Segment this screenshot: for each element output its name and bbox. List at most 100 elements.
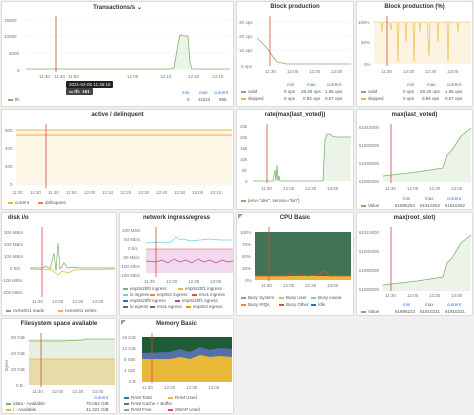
max-last-voted-panel[interactable]: max(last_voted) 61910000 61900000 618900… xyxy=(356,109,473,210)
legend-item[interactable]: eno1 egress xyxy=(150,304,182,309)
active-delinquent-panel[interactable]: active / delinquent 600 400 200 0 11:20 … xyxy=(1,109,234,210)
legend-item[interactable]: SWAP Used xyxy=(168,407,200,412)
legend-header-current[interactable]: current xyxy=(447,302,462,307)
legend-header-min[interactable]: min xyxy=(403,302,411,307)
legend-item[interactable]: enp0s20f0 egress xyxy=(123,298,166,303)
axis-label: 13:00 xyxy=(447,69,459,74)
panel-title[interactable]: network ingress/egress xyxy=(142,215,211,221)
legend-header-max[interactable]: max xyxy=(425,196,434,201)
panel-title[interactable]: Transactions/s ⌄ xyxy=(93,5,142,11)
cpu-panel[interactable]: CPU Basic 100% 75% 50% 25% 0% 11:30 12:0… xyxy=(236,212,354,316)
legend-item[interactable]: RAM Free xyxy=(124,407,152,412)
legend-header-max[interactable]: max xyxy=(199,90,208,95)
transactions-panel[interactable]: Transactions/s ⌄ 15000 10000 5000 0 11:3… xyxy=(1,1,234,107)
legend-header-current[interactable]: current xyxy=(447,196,462,201)
block-production-pct-chart[interactable]: 100% 50% 0% 11:30 12:00 12:30 13:00 xyxy=(357,2,473,107)
panel-title[interactable]: max(root_slot) xyxy=(393,215,436,221)
legend-item[interactable]: Busy System xyxy=(241,295,274,300)
legend-header-min[interactable]: min xyxy=(182,90,190,95)
block-production-pct-panel[interactable]: Block production (%) 100% 50% 0% 11:30 1… xyxy=(356,1,473,107)
legend-item[interactable]: lo ingress xyxy=(123,292,149,297)
legend-item[interactable]: Busy Other xyxy=(279,302,309,307)
legend-swatch xyxy=(241,97,246,100)
legend-value: 1.95 ops xyxy=(325,89,343,94)
legend-item[interactable]: nvme0n1 reads xyxy=(6,308,44,313)
legend-item[interactable]: RAM Total xyxy=(124,395,152,400)
panel-title[interactable]: Block production (%) xyxy=(384,4,445,10)
legend-item[interactable]: eno1 ingress xyxy=(192,292,225,297)
max-last-voted-chart[interactable]: 61910000 61900000 61890000 61880000 11:3… xyxy=(357,110,473,210)
axis-label: 4 GiB xyxy=(124,368,135,373)
network-panel[interactable]: network ingress/egress 100 Mb/s 50 Mb/s … xyxy=(119,212,234,316)
legend-header-min[interactable]: min xyxy=(287,82,295,87)
legend-item[interactable]: RAM Used xyxy=(168,395,197,400)
panel-title[interactable]: Block production xyxy=(270,4,320,10)
legend-item[interactable]: Value xyxy=(361,203,379,208)
legend-header-current[interactable]: current xyxy=(94,395,109,400)
axis-label: 0 xyxy=(245,179,248,184)
axis-label: 61910000 xyxy=(359,230,380,235)
legend-header-min[interactable]: min xyxy=(403,196,411,201)
max-root-slot-panel[interactable]: max(root_slot) 61910000 61900000 6189000… xyxy=(356,212,473,316)
active-delinquent-chart[interactable]: 600 400 200 0 11:20 11:30 11:40 11:50 12… xyxy=(2,110,234,210)
panel-title[interactable]: CPU Basic xyxy=(279,215,311,221)
legend-item[interactable]: skipped xyxy=(361,96,384,101)
legend-item[interactable]: enp0s3 ingress xyxy=(150,292,188,297)
axis-label: 61880000 xyxy=(359,179,380,184)
legend-item[interactable]: nvme0n1 writes xyxy=(58,308,97,313)
legend-header-current[interactable]: current xyxy=(327,82,342,87)
max-root-slot-chart[interactable]: 61910000 61900000 61890000 61880000 11:3… xyxy=(357,213,473,316)
legend-header-max[interactable]: max xyxy=(307,82,316,87)
legend-item[interactable]: Busy User xyxy=(279,295,307,300)
filesystem-chart[interactable]: Bytes 60 GiB 40 GiB 20 GiB 0 B 11:30 12:… xyxy=(2,319,117,414)
legend-header-max[interactable]: max xyxy=(427,82,436,87)
legend-item[interactable]: {env="dev", service="kin"} xyxy=(241,198,300,203)
axis-label: 11:50 xyxy=(66,190,77,195)
legend-item[interactable]: enp0s20f0 ingress xyxy=(123,286,167,291)
legend-item[interactable]: Busy Iowait xyxy=(311,295,341,300)
legend-item[interactable]: /data - Available xyxy=(6,401,45,406)
legend-item[interactable]: Idle xyxy=(311,302,325,307)
panel-title[interactable]: disk i/o xyxy=(8,215,29,221)
panel-title[interactable]: Filesystem space available xyxy=(20,321,98,327)
legend-item[interactable]: enp0s20f1 ingress xyxy=(178,286,222,291)
axis-label: 20 ops xyxy=(239,34,253,39)
legend-header-current[interactable]: current xyxy=(214,90,229,95)
panel-title[interactable]: rate(max(last_voted)) xyxy=(264,112,326,118)
legend-item[interactable]: / - Available xyxy=(6,407,36,412)
legend-item[interactable]: valid xyxy=(241,89,257,94)
legend-header-min[interactable]: min xyxy=(407,82,415,87)
legend-item[interactable]: enp0s3 egress xyxy=(186,304,223,309)
disk-io-panel[interactable]: disk i/o 300 MB/s 200 MB/s 100 MB/s 0 B/… xyxy=(1,212,117,316)
legend-item[interactable]: valid xyxy=(361,89,377,94)
memory-panel[interactable]: Memory Basic 16 GiB 12 GiB 8 GiB 4 GiB 0… xyxy=(119,318,234,414)
block-production-panel[interactable]: Block production 30 ops 20 ops 10 ops 0 … xyxy=(236,1,354,107)
disk-io-chart[interactable]: 300 MB/s 200 MB/s 100 MB/s 0 B/s -100 MB… xyxy=(2,213,117,316)
legend-item[interactable]: RAM Cache + Buffer xyxy=(124,401,172,406)
legend-header-current[interactable]: current xyxy=(447,82,462,87)
legend-item[interactable]: enp0s20f1 egress xyxy=(175,298,218,303)
legend-item[interactable]: current xyxy=(8,200,29,205)
legend-header-max[interactable]: max xyxy=(425,302,434,307)
legend-item[interactable]: tfc xyxy=(8,97,20,102)
rate-last-voted-panel[interactable]: rate(max(last_voted)) 25k 20k 15k 10k 5k… xyxy=(236,109,354,210)
axis-label: -100 MB/s xyxy=(2,278,23,283)
rate-last-voted-chart[interactable]: 25k 20k 15k 10k 5k 0 11:30 12:00 12:30 1… xyxy=(237,110,354,210)
legend-item[interactable]: lo egress xyxy=(123,304,148,309)
filesystem-panel[interactable]: Filesystem space available Bytes 60 GiB … xyxy=(1,318,117,414)
network-chart[interactable]: 100 Mb/s 50 Mb/s 0 b/s -50 Mb/s -100 Mb/… xyxy=(120,213,234,316)
legend-item[interactable]: Busy IRQs xyxy=(241,302,270,307)
cpu-chart[interactable]: 100% 75% 50% 25% 0% 11:30 12:00 12:30 13… xyxy=(237,213,354,316)
legend-item[interactable]: skipped xyxy=(241,96,264,101)
axis-label: 20k xyxy=(240,135,248,140)
panel-title[interactable]: active / delinquent xyxy=(91,112,144,118)
axis-label: 50% xyxy=(361,40,370,45)
panel-title[interactable]: max(last_voted) xyxy=(391,112,438,118)
transactions-chart[interactable]: 15000 10000 5000 0 11:30 11:40 11:50 12:… xyxy=(2,2,234,107)
panel-title[interactable]: Memory Basic xyxy=(156,321,197,327)
memory-chart[interactable]: 16 GiB 12 GiB 8 GiB 4 GiB 0 B 11:30 12:0… xyxy=(120,319,234,414)
block-production-chart[interactable]: 30 ops 20 ops 10 ops 0 ops 11:30 12:00 1… xyxy=(237,2,354,107)
chevron-down-icon[interactable]: ⌄ xyxy=(136,5,142,11)
legend-item[interactable]: Value xyxy=(361,309,379,314)
legend-item[interactable]: delinquent xyxy=(38,200,66,205)
